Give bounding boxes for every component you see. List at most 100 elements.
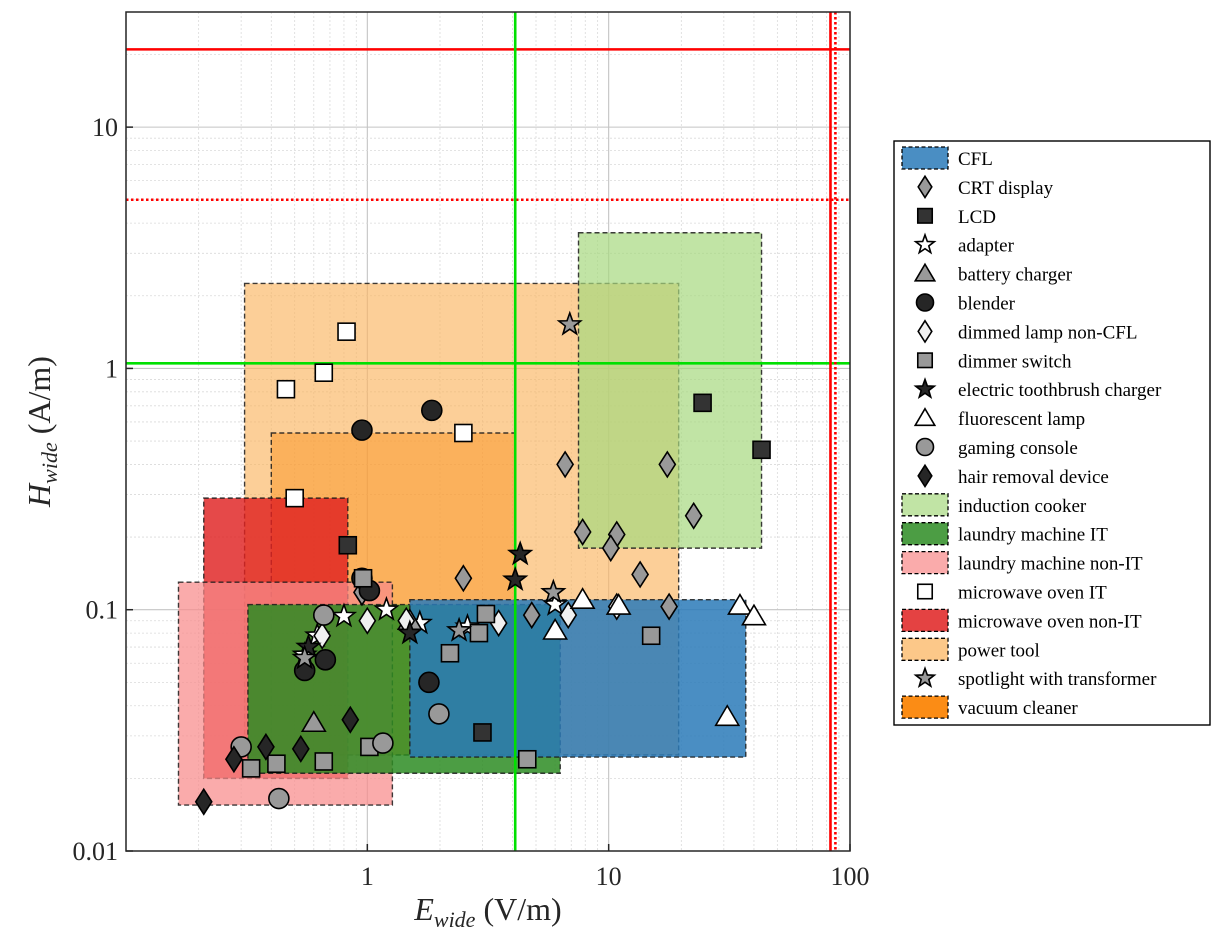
legend-label-blender: blender xyxy=(958,294,1016,315)
legend-swatch-power-tool xyxy=(901,637,949,661)
point-gaming-console xyxy=(372,732,394,754)
legend-label-laundry-machine-non-it: laundry machine non-IT xyxy=(958,554,1143,575)
legend-marker-adapter xyxy=(913,232,937,255)
legend-marker-spotlight-with-transformer xyxy=(913,666,937,689)
point-dimmer-switch xyxy=(241,759,261,778)
svg-text:Ewide (V/m): Ewide (V/m) xyxy=(413,891,561,932)
point-spotlight-with-transformer xyxy=(445,616,473,642)
point-hair-removal-device xyxy=(341,705,360,734)
legend-label-dimmer-switch: dimmer switch xyxy=(958,351,1072,372)
point-crt-display xyxy=(660,592,679,621)
point-blender xyxy=(314,649,337,671)
point-crt-display xyxy=(573,517,592,546)
legend-label-vacuum-cleaner: vacuum cleaner xyxy=(958,698,1078,719)
x-axis-title-unit: (V/m) xyxy=(475,891,561,927)
legend-label-induction-cooker: induction cooker xyxy=(958,496,1087,517)
point-microwave-oven-it xyxy=(285,488,304,508)
point-crt-display xyxy=(556,450,575,479)
point-electric-toothbrush-charger xyxy=(507,540,534,566)
point-dimmer-switch xyxy=(314,752,334,771)
legend-label-cfl: CFL xyxy=(958,149,993,170)
point-crt-display xyxy=(658,450,677,479)
legend-label-battery-charger: battery charger xyxy=(958,265,1073,286)
x-axis-title-sub: wide xyxy=(434,907,476,932)
legend-label-lcd: LCD xyxy=(958,207,996,228)
legend-swatch-cfl xyxy=(901,146,949,170)
point-crt-display xyxy=(684,501,703,530)
legend-label-dimmed-lamp-non-cfl: dimmed lamp non-CFL xyxy=(958,322,1137,343)
point-crt-display xyxy=(522,601,541,630)
point-battery-charger xyxy=(300,710,327,733)
x-tick-label: 100 xyxy=(831,862,870,891)
point-fluorescent-lamp xyxy=(741,603,767,626)
point-spotlight-with-transformer xyxy=(540,578,567,604)
point-dimmer-switch xyxy=(267,754,286,774)
legend-label-crt-display: CRT display xyxy=(958,178,1054,199)
point-microwave-oven-it xyxy=(276,379,296,399)
legend-label-fluorescent-lamp: fluorescent lamp xyxy=(958,409,1085,430)
plot-frame xyxy=(125,11,851,852)
point-hair-removal-device xyxy=(256,732,275,761)
svg-text:Hwide (A/m): Hwide (A/m) xyxy=(21,356,62,508)
legend-label-adapter: adapter xyxy=(958,236,1015,257)
y-tick-label: 1 xyxy=(105,354,118,383)
point-lcd xyxy=(752,440,771,460)
axis-ticks: 1 10 100 0.01 0.1 1 10 xyxy=(73,113,870,891)
point-hair-removal-device xyxy=(194,787,213,816)
region-induction-cooker xyxy=(577,232,763,549)
legend: CFL CRT display LCD adapter battery charger b… xyxy=(893,140,1211,726)
legend-marker-electric-toothbrush-charger xyxy=(913,377,937,400)
legend-marker-gaming-console xyxy=(915,437,935,457)
point-hair-removal-device xyxy=(224,745,243,774)
point-blender xyxy=(351,419,373,441)
legend-label-microwave-oven-non-it: microwave oven non-IT xyxy=(958,611,1142,632)
point-lcd xyxy=(338,535,358,555)
point-dimmer-switch xyxy=(641,626,661,646)
x-tick-label: 10 xyxy=(596,862,622,891)
y-axis-title: Hwide (A/m) xyxy=(21,356,62,508)
point-gaming-console xyxy=(428,703,450,725)
legend-marker-battery-charger xyxy=(913,262,937,282)
legend-marker-hair-removal-device xyxy=(917,463,933,489)
point-electric-toothbrush-charger xyxy=(396,619,424,645)
point-lcd xyxy=(693,393,712,413)
legend-swatch-microwave-oven-non-it xyxy=(901,608,949,633)
point-dimmed-lamp-non-cfl xyxy=(313,621,332,650)
point-dimmer-switch xyxy=(517,749,537,769)
point-dimmed-lamp-non-cfl xyxy=(358,606,377,635)
point-dimmer-switch xyxy=(353,568,373,588)
y-axis-title-unit: (A/m) xyxy=(21,356,57,442)
legend-label-hair-removal-device: hair removal device xyxy=(958,467,1109,488)
point-crt-display xyxy=(601,534,620,563)
point-dimmer-switch xyxy=(476,604,496,624)
legend-marker-fluorescent-lamp xyxy=(913,407,937,427)
legend-label-spotlight-with-transformer: spotlight with transformer xyxy=(958,669,1157,690)
legend-label-microwave-oven-it: microwave oven IT xyxy=(958,583,1107,604)
point-hair-removal-device xyxy=(291,734,310,763)
legend-swatch-vacuum-cleaner xyxy=(901,695,949,719)
point-microwave-oven-it xyxy=(454,423,473,443)
point-lcd xyxy=(473,723,492,742)
y-axis-title-sub: wide xyxy=(37,442,62,484)
legend-marker-crt-display xyxy=(917,174,933,200)
point-crt-display xyxy=(631,560,650,589)
legend-label-laundry-machine-it: laundry machine IT xyxy=(958,525,1108,546)
point-fluorescent-lamp xyxy=(542,617,569,640)
y-tick-label: 0.1 xyxy=(86,596,119,625)
point-dimmer-switch xyxy=(469,623,489,643)
legend-marker-dimmed-lamp-non-cfl xyxy=(917,319,933,344)
x-tick-label: 1 xyxy=(361,862,374,891)
data-points xyxy=(194,310,771,816)
point-microwave-oven-it xyxy=(314,363,334,382)
legend-marker-microwave-oven-it xyxy=(916,583,934,600)
legend-swatch-induction-cooker xyxy=(901,493,949,517)
legend-marker-blender xyxy=(915,293,935,312)
point-spotlight-with-transformer xyxy=(291,644,318,670)
point-fluorescent-lamp xyxy=(569,587,596,610)
y-tick-label: 10 xyxy=(92,113,118,142)
point-crt-display xyxy=(454,564,473,593)
point-fluorescent-lamp xyxy=(605,593,632,615)
legend-label-electric-toothbrush-charger: electric toothbrush charger xyxy=(958,380,1162,401)
legend-label-gaming-console: gaming console xyxy=(958,438,1078,459)
